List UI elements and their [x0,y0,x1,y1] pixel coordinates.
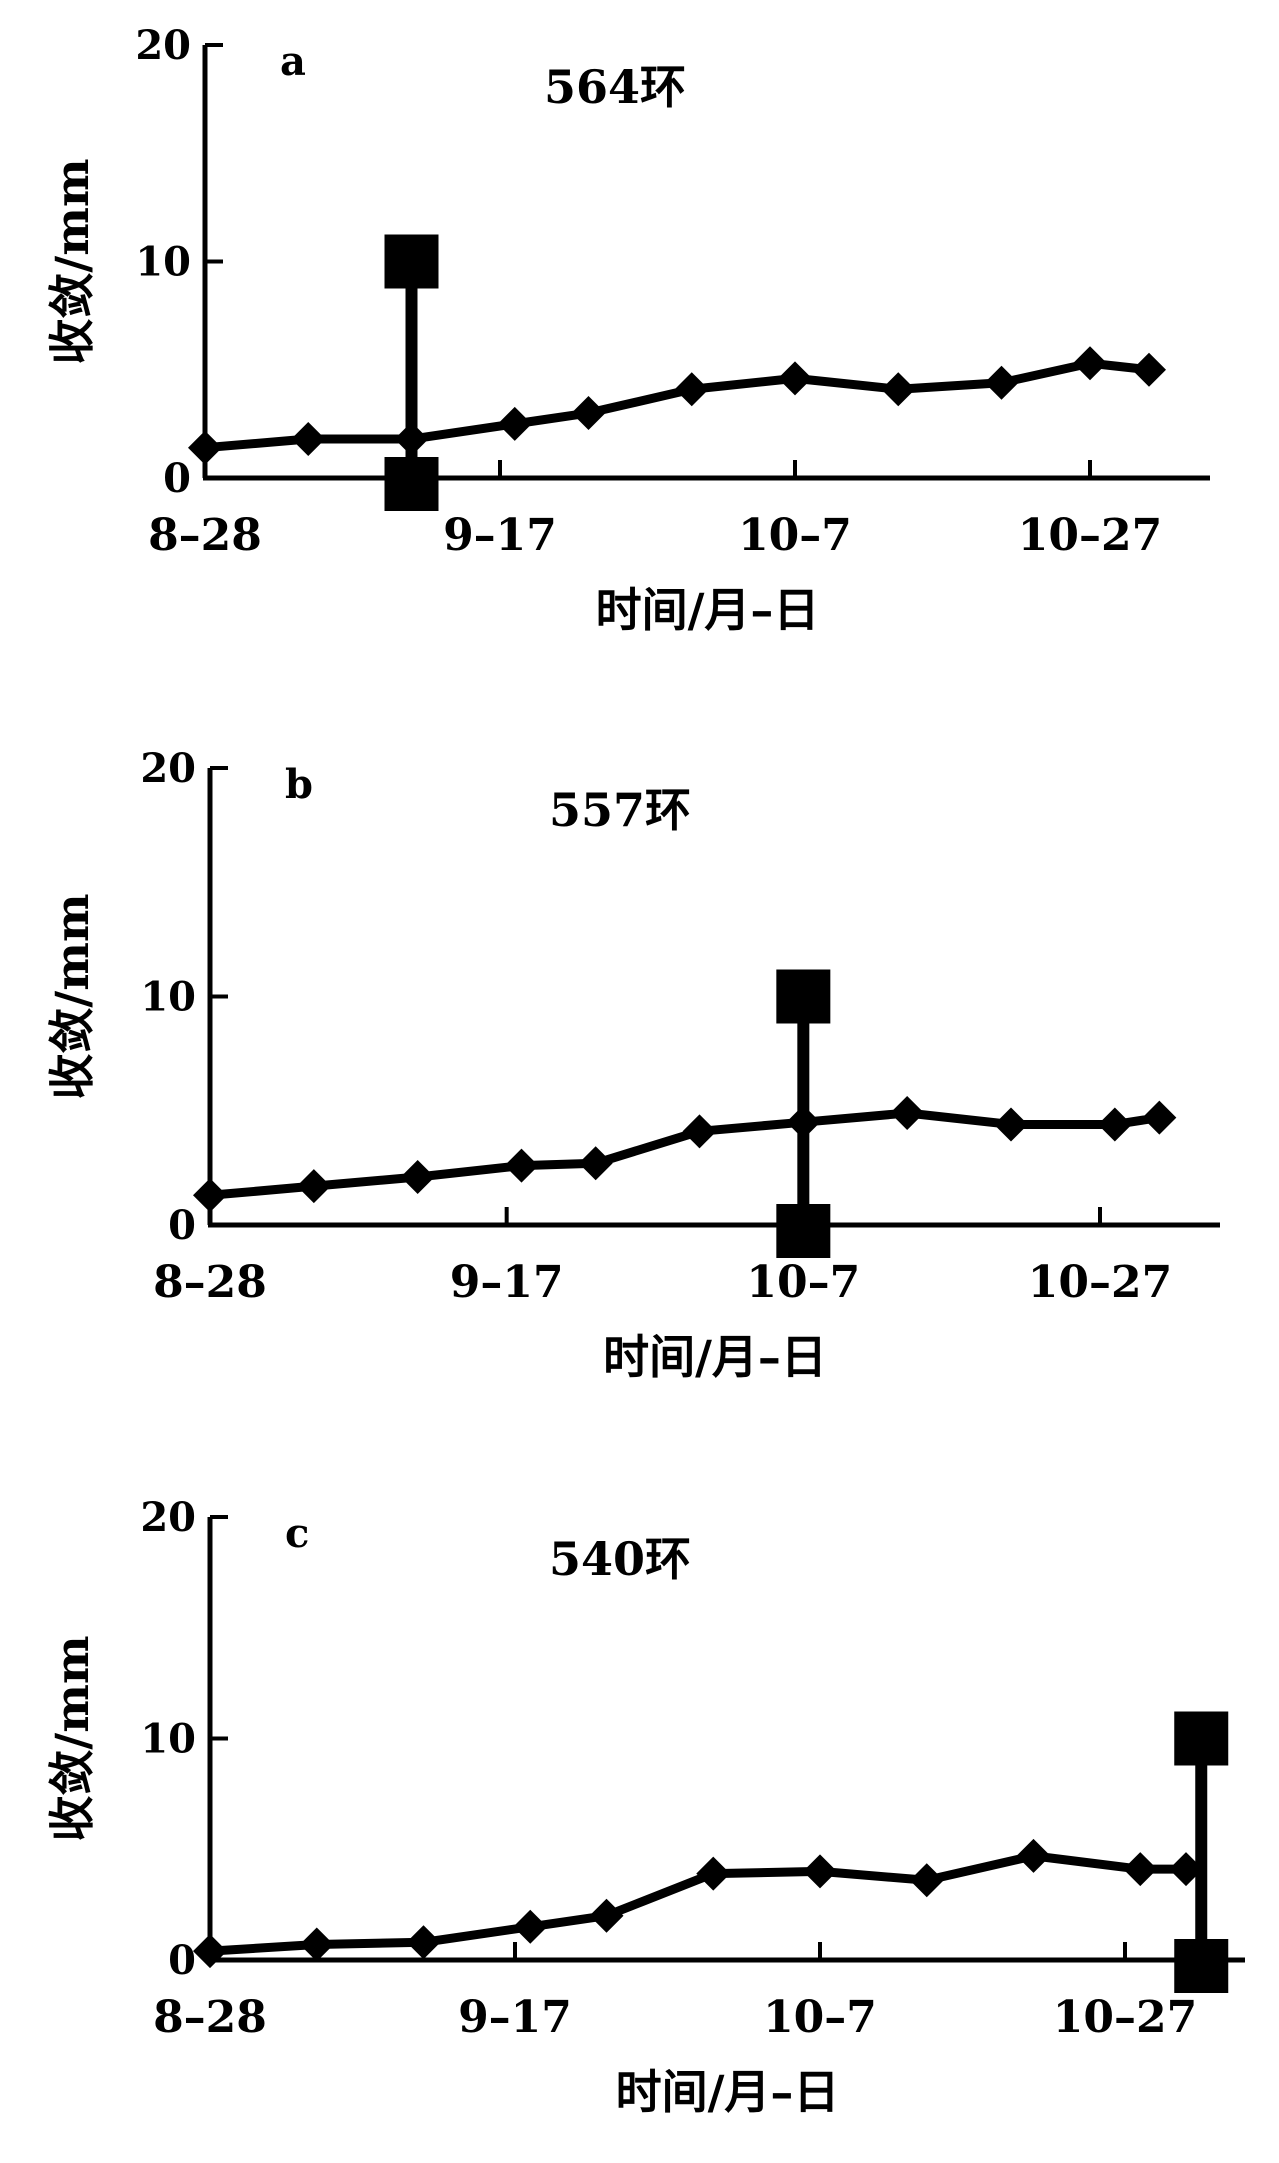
panel-a-y-tick-label: 20 [135,22,191,69]
panel-a-data-point [394,422,429,457]
panel-b-chart-title: 557环 [549,783,691,837]
panel-a-x-tick-label: 8–28 [148,510,262,561]
panel-a-data-point [674,372,709,407]
panel-a-x-tick-label: 9–17 [443,510,557,561]
panel-b-data-point [994,1107,1028,1142]
panel-b-data-point [400,1160,435,1195]
panel-a-y-axis-title: 收敛/mm [45,158,99,364]
panel-a-data-point [571,396,606,431]
panel-c-y-axis-title: 收敛/mm [45,1635,99,1841]
panel-a-y-tick-label: 0 [163,455,191,502]
panel-c-data-point [193,1934,227,1969]
panel-c-y-tick-label: 0 [168,1937,196,1984]
panel-c-data-point [406,1925,441,1960]
panel-c-series-line [209,1851,1186,1956]
panel-a-x-tick-label: 10–27 [1018,510,1162,561]
panel-b-x-axis-title: 时间/月–日 [603,1330,827,1384]
panel-a-data-point [778,361,812,396]
panel-b-y-tick-label: 10 [140,974,196,1021]
panel-a-data-point [1132,352,1166,387]
panel-c-data-point [696,1856,731,1891]
panel-b-data-point [1142,1100,1177,1135]
panel-a-y-tick-label: 10 [135,239,191,286]
panel-c-data-point [513,1909,548,1944]
panel-b-y-tick-label: 20 [140,745,196,792]
panel-b-x-tick-label: 10–27 [1028,1257,1172,1308]
panel-c-x-axis-title: 时间/月–日 [616,2065,840,2119]
panel-b-data-point [193,1178,227,1213]
panel-a-x-axis-title: 时间/月–日 [596,583,820,637]
panel-a-data-point [497,406,532,441]
panel-b-marker-bar-top [776,969,831,1024]
panel-a-chart-title: 564环 [544,60,686,114]
panel-c-marker-bar-bottom [1174,1939,1229,1993]
panel-c-data-point [589,1898,624,1933]
panel-c-y-tick-label: 10 [140,1716,196,1763]
panel-c-data-point [803,1854,837,1889]
panel-c-data-point [909,1863,944,1898]
panel-c-panel-label: c [285,1510,309,1557]
panel-b-x-tick-label: 9–17 [450,1257,564,1308]
panel-b-data-point [504,1148,539,1183]
panel-a-x-tick-label: 10–7 [738,510,852,561]
panel-a-data-point [984,365,1019,400]
panel-b-data-point [682,1114,717,1149]
panel-c-data-point [299,1927,334,1962]
panel-a-marker-bar-top [384,234,439,289]
panel-c-x-tick-label: 8–28 [153,1992,267,2043]
panel-b-y-axis-title: 收敛/mm [45,893,99,1099]
panel-a-data-point [1073,346,1107,381]
panel-b-data-point [890,1096,925,1131]
panel-c-data-point [1016,1838,1051,1873]
panel-b-data-point [1097,1107,1132,1142]
panel-a-marker-bar-bottom [384,457,439,511]
panel-c-chart-title: 540环 [549,1532,691,1586]
panel-a-data-point [188,430,222,465]
panel-a-data-point [291,422,326,457]
panel-c-marker-bar-top [1174,1711,1229,1766]
panel-b-panel-label: b [285,761,313,808]
panel-b-data-point [786,1105,821,1140]
panel-b-data-point [296,1169,331,1204]
panel-b-data-point [578,1146,613,1181]
panel-b-x-tick-label: 10–7 [746,1257,860,1308]
panel-a-data-point [881,372,916,407]
panel-c-data-point [1123,1852,1158,1887]
panel-c-data-point [1169,1852,1203,1887]
panel-c-x-tick-label: 10–27 [1053,1992,1197,2043]
panel-c-y-tick-label: 20 [140,1494,196,1541]
panel-c-x-tick-label: 9–17 [458,1992,572,2043]
panel-a-panel-label: a [280,38,306,85]
panel-b-marker-bar-bottom [776,1204,831,1258]
panel-b-y-tick-label: 0 [168,1202,196,1249]
panel-b-x-tick-label: 8–28 [153,1257,267,1308]
panel-c-x-tick-label: 10–7 [763,1992,877,2043]
